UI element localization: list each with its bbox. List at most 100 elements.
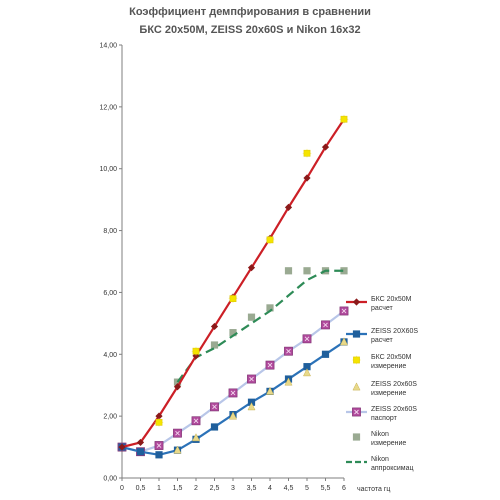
series-line: [121, 118, 345, 449]
data-point: [247, 374, 256, 384]
x-tick-label: 4: [268, 485, 272, 492]
data-point: [321, 350, 330, 358]
data-point: [321, 143, 330, 151]
data-point: [228, 388, 238, 398]
data-point: [136, 438, 145, 447]
legend-swatch-marker: [352, 298, 361, 306]
marker-cross: [341, 308, 347, 314]
marker-cross: [193, 418, 199, 424]
legend-label-sub: паспорт: [371, 415, 398, 422]
y-tick-label: 10,00: [99, 166, 117, 173]
data-point: [229, 329, 237, 337]
data-point: [191, 416, 201, 426]
x-tick-label: 2,5: [210, 485, 220, 492]
legend-swatch-marker: [352, 330, 361, 338]
legend-label: ZEISS 20x60S: [371, 406, 417, 413]
legend-item-6: Nikon аппроксимац: [346, 456, 414, 472]
data-point: [303, 267, 311, 275]
marker-cross: [354, 409, 359, 415]
legend-label: Nikon: [371, 431, 389, 438]
data-point: [284, 203, 293, 211]
series-0: [118, 115, 348, 451]
data-point: [340, 267, 348, 275]
x-tick-label: 2: [194, 485, 198, 492]
legend-label: Nikon: [371, 456, 389, 463]
legend-swatch-marker: [351, 355, 362, 365]
data-point: [339, 306, 349, 316]
series-line: [176, 269, 344, 383]
data-point: [339, 114, 349, 125]
data-point: [118, 443, 126, 451]
legend-swatch-marker: [352, 407, 361, 417]
series-line: [121, 340, 345, 456]
data-point: [210, 402, 219, 412]
data-point: [173, 428, 182, 438]
axes: 0,00 2,00 4,00 6,00 8,00 10,00 12,00 14,00 0 0,5 1…: [99, 43, 390, 494]
legend-label-sub: измерение: [371, 440, 406, 447]
marker-cross: [249, 376, 254, 382]
y-tick-label: 14,00: [99, 43, 117, 50]
data-point: [173, 445, 182, 454]
legend-label: БКС 20х50М: [371, 354, 412, 361]
data-point: [321, 320, 330, 330]
x-tick-label: 5: [305, 485, 309, 492]
legend-item-3: ZEISS 20x60S измерение: [352, 381, 417, 397]
data-point: [247, 264, 256, 272]
data-point: [155, 451, 163, 459]
series-1: [118, 338, 348, 459]
x-tick-label: 0,5: [136, 485, 146, 492]
chart-subtitle: БКС 20х50М, ZEISS 20х60S и Nikon 16x32: [139, 24, 360, 36]
legend-item-5: Nikon измерение: [352, 431, 406, 447]
x-tick-label: 1,5: [173, 485, 183, 492]
data-point: [228, 293, 238, 304]
legend-item-2: БКС 20х50М измерение: [351, 354, 412, 370]
data-point: [265, 360, 275, 370]
marker-core: [340, 115, 348, 123]
marker-cross: [230, 390, 236, 396]
data-point: [302, 334, 312, 344]
series-2: [154, 114, 349, 428]
chart-title: Коэффициент демпфирования в сравнении: [129, 6, 371, 18]
data-point: [154, 417, 164, 428]
data-point: [210, 341, 219, 349]
data-point: [155, 412, 163, 420]
data-point: [303, 174, 311, 182]
marker-cross: [175, 430, 180, 436]
legend-swatch-marker: [352, 382, 361, 391]
data-point: [154, 441, 164, 450]
data-point: [191, 433, 201, 442]
data-point: [265, 235, 275, 245]
x-tick-label: 1: [157, 485, 161, 492]
data-point: [284, 267, 293, 275]
legend-item-4: ZEISS 20x60S паспорт: [346, 406, 417, 422]
marker-cross: [267, 362, 273, 368]
legend-label-sub: расчет: [371, 305, 394, 312]
y-tick-label: 12,00: [99, 104, 117, 111]
data-point: [302, 148, 312, 159]
x-tick-label: 0: [120, 485, 124, 492]
marker-core: [353, 356, 360, 364]
data-point: [265, 386, 275, 395]
data-point: [302, 368, 312, 377]
marker-cross: [212, 404, 217, 410]
series-layer: [117, 114, 349, 459]
legend-item-0: БКС 20х50М расчет: [346, 296, 412, 312]
x-tick-label: 3: [231, 485, 235, 492]
legend-label: БКС 20х50М: [371, 296, 412, 303]
series-6: [176, 269, 344, 383]
series-3: [173, 337, 349, 454]
data-point: [173, 383, 182, 391]
data-point: [247, 313, 256, 321]
y-tick-label: 2,00: [103, 414, 117, 421]
marker-core: [192, 347, 200, 355]
marker-core: [303, 149, 311, 157]
legend-label: ZEISS 20x60S: [371, 381, 417, 388]
data-point: [210, 423, 219, 431]
x-tick-label: 3,5: [247, 485, 257, 492]
data-point: [228, 411, 238, 420]
data-point: [173, 378, 182, 386]
x-tick-label: 4,5: [284, 485, 294, 492]
data-point: [284, 377, 293, 386]
